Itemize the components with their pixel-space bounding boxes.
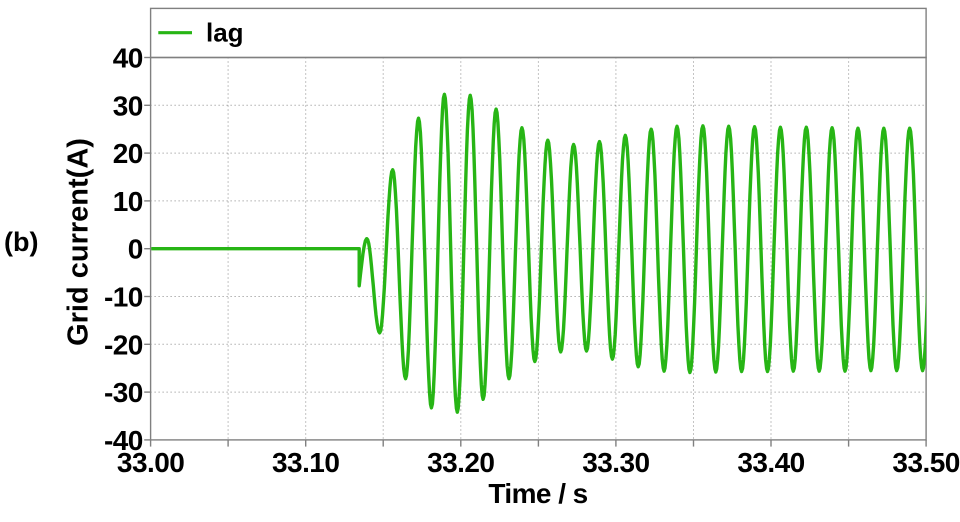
svg-text:0: 0 — [128, 234, 143, 265]
svg-text:30: 30 — [113, 90, 143, 121]
svg-text:10: 10 — [113, 186, 143, 217]
svg-text:lag: lag — [206, 17, 244, 47]
svg-text:33.30: 33.30 — [582, 447, 649, 478]
svg-text:33.10: 33.10 — [272, 447, 339, 478]
svg-text:33.20: 33.20 — [427, 447, 494, 478]
svg-text:(b): (b) — [4, 227, 38, 257]
svg-text:-20: -20 — [104, 329, 143, 360]
svg-text:Time / s: Time / s — [488, 478, 587, 509]
svg-text:-30: -30 — [104, 377, 143, 408]
svg-text:-10: -10 — [104, 282, 143, 313]
svg-text:33.00: 33.00 — [117, 447, 184, 478]
svg-text:33.40: 33.40 — [737, 447, 804, 478]
svg-text:Grid current(A): Grid current(A) — [63, 138, 95, 346]
svg-text:-40: -40 — [104, 425, 143, 456]
svg-text:20: 20 — [113, 138, 143, 169]
svg-text:33.50: 33.50 — [892, 447, 959, 478]
svg-text:40: 40 — [113, 43, 143, 74]
